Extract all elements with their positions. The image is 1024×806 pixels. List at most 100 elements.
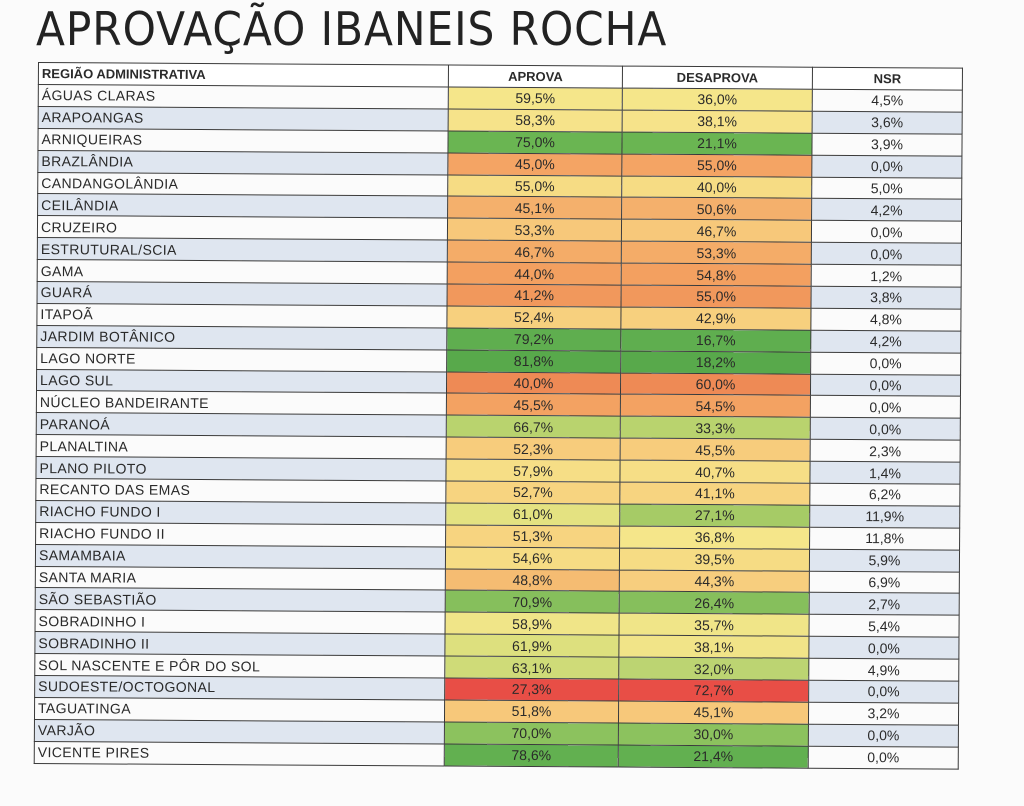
nsr-cell: 0,0% xyxy=(808,745,959,769)
disapprove-cell: 18,2% xyxy=(620,350,811,374)
region-cell: SOL NASCENTE E PÔR DO SOL xyxy=(34,653,445,679)
approve-cell: 41,2% xyxy=(447,284,622,307)
region-cell: PLANO PILOTO xyxy=(35,456,447,482)
approve-cell: 52,4% xyxy=(446,305,622,329)
approve-cell: 52,7% xyxy=(445,481,620,504)
nsr-cell: 1,4% xyxy=(809,461,961,485)
region-cell: ÁGUAS CLARAS xyxy=(38,84,449,109)
nsr-cell: 2,3% xyxy=(810,439,961,463)
nsr-cell: 3,2% xyxy=(808,702,959,725)
column-header-approve: APROVA xyxy=(448,65,623,89)
approve-cell: 27,3% xyxy=(444,678,619,701)
nsr-cell: 0,0% xyxy=(808,724,959,747)
nsr-cell: 11,9% xyxy=(809,505,960,528)
region-cell: SOBRADINHO II xyxy=(34,631,446,657)
region-cell: ARNIQUEIRAS xyxy=(37,128,449,153)
nsr-cell: 6,9% xyxy=(809,570,960,594)
nsr-cell: 0,0% xyxy=(811,220,962,244)
approve-cell: 52,3% xyxy=(446,437,621,461)
region-cell: LAGO SUL xyxy=(36,369,447,394)
approve-cell: 45,5% xyxy=(446,393,621,417)
disapprove-cell: 36,8% xyxy=(619,525,810,549)
nsr-cell: 0,0% xyxy=(808,680,959,704)
region-cell: SAMAMBAIA xyxy=(35,544,446,569)
approve-cell: 59,5% xyxy=(448,87,623,110)
page-title: APROVAÇÃO IBANEIS ROCHA xyxy=(36,2,668,56)
region-cell: GUARÁ xyxy=(37,281,448,306)
nsr-cell: 0,0% xyxy=(808,636,960,660)
region-cell: SUDOESTE/OCTOGONAL xyxy=(34,675,445,700)
disapprove-cell: 53,3% xyxy=(621,241,812,265)
region-cell: RIACHO FUNDO I xyxy=(35,500,446,525)
disapprove-cell: 27,1% xyxy=(619,503,810,528)
disapprove-cell: 39,5% xyxy=(619,547,810,571)
nsr-cell: 5,9% xyxy=(809,548,960,572)
disapprove-cell: 36,0% xyxy=(622,88,813,112)
region-cell: SOBRADINHO I xyxy=(35,609,446,635)
approve-cell: 40,0% xyxy=(446,371,621,395)
nsr-cell: 5,4% xyxy=(809,614,960,638)
approve-cell: 58,3% xyxy=(448,108,623,132)
nsr-cell: 4,2% xyxy=(810,330,961,353)
approve-cell: 45,1% xyxy=(447,196,622,220)
nsr-cell: 3,8% xyxy=(811,286,962,310)
nsr-cell: 4,5% xyxy=(812,89,963,113)
approve-cell: 75,0% xyxy=(447,130,623,154)
approve-cell: 46,7% xyxy=(447,240,622,264)
nsr-cell: 0,0% xyxy=(810,373,961,397)
disapprove-cell: 38,1% xyxy=(618,635,810,659)
approve-cell: 81,8% xyxy=(446,349,621,373)
nsr-cell: 0,0% xyxy=(811,242,962,266)
approve-cell: 51,8% xyxy=(444,699,619,723)
column-header-disapprove: DESAPROVA xyxy=(622,66,813,90)
region-cell: NÚCLEO BANDEIRANTE xyxy=(36,390,447,416)
region-cell: CRUZEIRO xyxy=(37,215,448,241)
region-cell: PLANALTINA xyxy=(36,434,447,460)
region-cell: SÃO SEBASTIÃO xyxy=(35,587,446,613)
nsr-cell: 1,2% xyxy=(811,264,962,288)
disapprove-cell: 72,7% xyxy=(618,679,809,703)
disapprove-cell: 40,7% xyxy=(619,460,811,484)
disapprove-cell: 44,3% xyxy=(619,569,810,593)
approve-cell: 58,9% xyxy=(445,612,620,636)
region-cell: ESTRUTURAL/SCIA xyxy=(37,237,448,263)
disapprove-cell: 50,6% xyxy=(621,197,812,221)
disapprove-cell: 41,1% xyxy=(619,482,810,506)
disapprove-cell: 33,3% xyxy=(620,416,811,440)
disapprove-cell: 30,0% xyxy=(618,722,809,746)
region-cell: BRAZLÂNDIA xyxy=(37,150,448,175)
region-cell: TAGUATINGA xyxy=(34,697,445,722)
region-cell: PARANOÁ xyxy=(36,412,447,438)
region-cell: ARAPOANGAS xyxy=(38,106,449,131)
region-cell: ITAPOÃ xyxy=(36,303,448,328)
nsr-cell: 4,9% xyxy=(808,658,959,682)
disapprove-cell: 35,7% xyxy=(619,613,810,637)
approve-cell: 53,3% xyxy=(447,218,622,242)
disapprove-cell: 46,7% xyxy=(621,219,812,243)
disapprove-cell: 32,0% xyxy=(618,657,809,681)
nsr-cell: 3,6% xyxy=(812,111,963,134)
disapprove-cell: 60,0% xyxy=(620,372,811,396)
approve-cell: 66,7% xyxy=(446,415,621,439)
nsr-cell: 0,0% xyxy=(810,417,961,441)
approve-cell: 45,0% xyxy=(447,152,622,176)
region-cell: VARJÃO xyxy=(34,719,445,744)
nsr-cell: 3,9% xyxy=(811,133,963,156)
nsr-cell: 4,8% xyxy=(810,308,962,331)
region-cell: SANTA MARIA xyxy=(35,566,446,591)
nsr-cell: 0,0% xyxy=(810,395,961,419)
nsr-cell: 0,0% xyxy=(811,154,962,178)
nsr-cell: 5,0% xyxy=(811,176,962,200)
disapprove-cell: 55,0% xyxy=(621,285,812,309)
region-cell: RIACHO FUNDO II xyxy=(35,522,446,547)
region-cell: CEILÂNDIA xyxy=(37,193,448,219)
approve-cell: 61,9% xyxy=(444,634,620,658)
disapprove-cell: 16,7% xyxy=(620,328,811,352)
nsr-cell: 2,7% xyxy=(809,592,960,616)
disapprove-cell: 40,0% xyxy=(621,175,812,199)
approve-cell: 70,9% xyxy=(445,590,620,614)
approve-cell: 63,1% xyxy=(444,656,619,680)
region-cell: RECANTO DAS EMAS xyxy=(35,478,446,503)
approve-cell: 70,0% xyxy=(444,721,619,745)
disapprove-cell: 55,0% xyxy=(621,153,812,177)
